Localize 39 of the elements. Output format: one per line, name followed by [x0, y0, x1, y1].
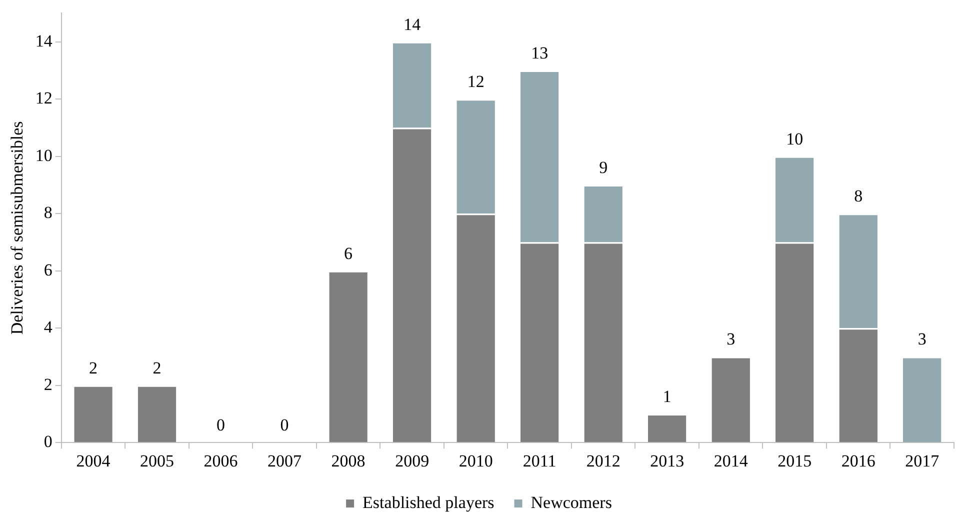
total-label: 1 [662, 386, 672, 406]
total-label: 10 [786, 129, 804, 148]
x-tick-label: 2009 [395, 451, 430, 470]
y-tick-label: 14 [35, 31, 53, 50]
x-tick-label: 2004 [76, 451, 111, 470]
x-tick-label: 2005 [140, 451, 174, 470]
x-tick-label: 2013 [650, 451, 684, 470]
total-label: 14 [404, 14, 422, 34]
y-tick-label: 10 [35, 146, 52, 165]
total-label: 12 [467, 72, 484, 92]
y-tick-label: 4 [44, 318, 53, 337]
total-label: 0 [280, 416, 289, 435]
x-tick-label: 2006 [204, 451, 238, 470]
legend-label: Established players [362, 492, 494, 512]
total-label: 3 [726, 330, 736, 349]
total-label: 3 [918, 330, 926, 349]
x-tick-label: 2017 [905, 451, 940, 470]
x-tick-label: 2014 [714, 451, 748, 470]
x-tick-label: 2016 [841, 451, 876, 470]
total-label: 6 [344, 244, 353, 263]
y-tick-label: 0 [44, 432, 52, 452]
total-label: 2 [152, 358, 162, 378]
x-tick-label: 2015 [778, 451, 812, 470]
x-tick-label: 2011 [522, 451, 556, 470]
total-label: 2 [89, 358, 98, 378]
x-tick-label: 2012 [586, 451, 620, 470]
x-tick-label: 2007 [268, 451, 302, 470]
total-label: 13 [531, 43, 548, 62]
y-tick-label: 8 [44, 203, 52, 222]
total-label: 0 [216, 416, 226, 435]
total-label: 8 [854, 186, 863, 206]
x-tick-label: 2010 [458, 451, 493, 470]
y-tick-label: 12 [35, 88, 52, 108]
y-tick-label: 2 [44, 374, 52, 394]
y-tick-label: 6 [44, 260, 52, 280]
total-label: 9 [599, 158, 608, 177]
y-axis-title: Deliveries of semisubmersibles [8, 121, 27, 335]
legend-label: Newcomers [530, 492, 612, 512]
x-tick-label: 2008 [331, 451, 366, 470]
